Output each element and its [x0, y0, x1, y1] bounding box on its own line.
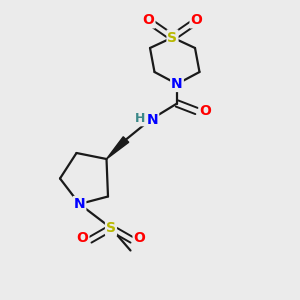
Text: O: O	[200, 104, 211, 118]
Text: S: S	[106, 221, 116, 235]
Polygon shape	[106, 137, 129, 159]
Text: N: N	[147, 113, 158, 127]
Text: N: N	[74, 197, 85, 211]
Text: O: O	[190, 14, 202, 27]
Text: S: S	[167, 31, 178, 44]
Text: O: O	[134, 232, 146, 245]
Text: H: H	[135, 112, 146, 125]
Text: N: N	[171, 77, 183, 91]
Text: O: O	[142, 14, 154, 27]
Text: O: O	[76, 232, 88, 245]
